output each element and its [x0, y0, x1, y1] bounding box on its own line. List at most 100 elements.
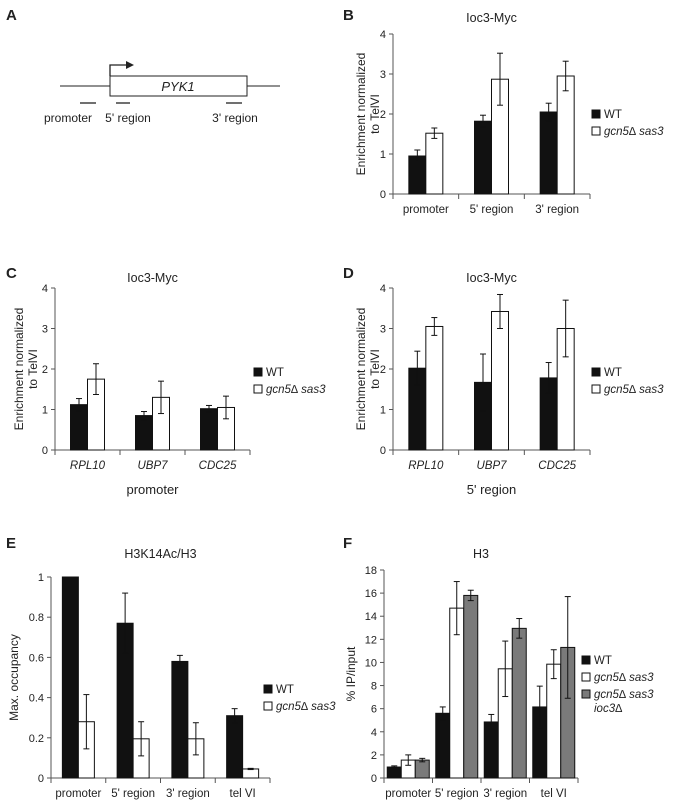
legend-label: gcn5∆ sas3	[266, 384, 326, 396]
legend-swatch	[253, 367, 263, 377]
gene-box	[109, 75, 248, 97]
y-tick-label: 0	[42, 445, 48, 457]
y-tick-label: 10	[365, 657, 377, 669]
legend-swatch	[263, 684, 273, 694]
bar	[414, 759, 430, 779]
y-tick-label: 0	[371, 773, 377, 785]
y-tick-label: 4	[371, 727, 377, 739]
legend-label-text: gcn5∆ sas3	[594, 672, 654, 684]
legend-swatch	[263, 701, 273, 711]
legend-label-text: gcn5∆ sas3	[604, 126, 664, 138]
bar	[511, 627, 527, 779]
legend-label: WT	[604, 367, 622, 379]
gene-label: PYK1	[161, 79, 194, 94]
y-tick-label: 16	[365, 588, 377, 600]
panel-letter-c: C	[6, 265, 17, 282]
legend-swatch	[591, 384, 601, 394]
y-tick-label: 2	[380, 109, 386, 121]
x-category-label: CDC25	[538, 460, 576, 472]
x-category-label: CDC25	[199, 460, 237, 472]
y-tick-label: 1	[38, 572, 44, 584]
y-axis-label: Max. occupancy	[7, 634, 21, 721]
legend-label-text: WT	[266, 367, 284, 379]
y-axis-label: Enrichment normalizedto TelVI	[354, 53, 382, 176]
gene-schematic: PYK1 promoter 5' region 3' region	[44, 61, 280, 125]
chart-title: H3K14Ac/H3	[124, 547, 196, 561]
legend-label: gcn5∆ sas3	[276, 701, 336, 713]
schematic-label-5prime: 5' region	[105, 111, 151, 125]
bar	[491, 310, 509, 451]
y-tick-label: 18	[365, 565, 377, 577]
legend-swatch	[581, 672, 591, 682]
tss-arrowhead-icon	[126, 61, 134, 69]
schematic-label-3prime: 3' region	[212, 111, 258, 125]
y-axis-label: Enrichment normalizedto TelVI	[354, 308, 382, 431]
schematic-label-promoter: promoter	[44, 111, 92, 125]
y-tick-label: 2	[371, 750, 377, 762]
y-axis-label-line: to TelVI	[368, 94, 382, 134]
legend-swatch	[591, 367, 601, 377]
y-tick-label: 0	[38, 773, 44, 785]
x-category-label: RPL10	[408, 460, 444, 472]
tss-arrow-line	[109, 64, 126, 76]
chart-title: Ioc3-Myc	[466, 11, 517, 25]
panel-letter-a: A	[6, 7, 17, 24]
y-tick-label: 3	[42, 324, 48, 336]
chart-title: Ioc3-Myc	[466, 271, 517, 285]
chart-f: H3 0 2 4 6 8 10 12 14 16 18 % IP/input promoter 5' re…	[344, 547, 654, 800]
y-axis-label-line: Enrichment normalized	[12, 308, 26, 431]
bar	[483, 721, 499, 779]
chart-c: Ioc3-Myc 0 1 2 3 4 Enrichment normalizedto Tel…	[12, 271, 326, 497]
y-axis-label-line: Enrichment normalized	[354, 53, 368, 176]
bar	[425, 132, 444, 195]
y-tick-label: 12	[365, 634, 377, 646]
bar	[556, 75, 575, 195]
chart-title: Ioc3-Myc	[127, 271, 178, 285]
legend-label: gcn5∆ sas3	[594, 672, 654, 684]
legend-label-text: gcn5∆ sas3	[604, 384, 664, 396]
bar	[70, 404, 88, 451]
y-axis-label-line: Max. occupancy	[7, 634, 21, 721]
y-tick-label: 6	[371, 704, 377, 716]
y-axis-label: Enrichment normalizedto TelVI	[12, 308, 40, 431]
y-axis-label-line: % IP/input	[344, 646, 358, 701]
bar	[200, 408, 218, 451]
y-tick-label: 4	[42, 283, 48, 295]
x-category-label: promoter	[403, 204, 449, 216]
bar	[61, 576, 79, 779]
y-tick-label: 2	[42, 364, 48, 376]
y-tick-label: 0.2	[29, 733, 44, 745]
x-axis-title: 5' region	[467, 482, 516, 497]
x-category-label: tel VI	[230, 788, 256, 800]
legend-label-text: WT	[276, 684, 294, 696]
legend-label: WT	[266, 367, 284, 379]
legend-label: WT	[594, 655, 612, 667]
bar	[171, 660, 189, 779]
chart-e: H3K14Ac/H3 0 0.2 0.4 0.6 0.8 1 Max. occupancy pr…	[7, 547, 336, 800]
y-axis-label-line: to TelVI	[26, 349, 40, 389]
x-category-label: 3' region	[535, 204, 579, 216]
y-tick-label: 2	[380, 364, 386, 376]
legend-label: gcn5∆ sas3	[604, 384, 664, 396]
x-category-label: 5' region	[435, 788, 479, 800]
legend-label-text: WT	[604, 367, 622, 379]
x-category-label: UBP7	[476, 460, 507, 472]
legend-swatch	[591, 126, 601, 136]
chart-b: Ioc3-Myc 0 1 2 3 4 Enrichment normalizedto Tel…	[354, 11, 664, 216]
bar	[546, 663, 562, 779]
y-tick-label: 0	[380, 189, 386, 201]
legend-label-text: WT	[604, 109, 622, 121]
legend-swatch	[581, 655, 591, 665]
panel-letter-b: B	[343, 7, 354, 24]
x-category-label: RPL10	[70, 460, 106, 472]
legend-label: WT	[276, 684, 294, 696]
y-tick-label: 3	[380, 69, 386, 81]
chart-title: H3	[473, 547, 489, 561]
y-tick-label: 4	[380, 283, 386, 295]
panel-letter-e: E	[6, 535, 16, 552]
y-tick-label: 14	[365, 611, 377, 623]
y-tick-label: 4	[380, 29, 386, 41]
bar	[539, 111, 558, 195]
